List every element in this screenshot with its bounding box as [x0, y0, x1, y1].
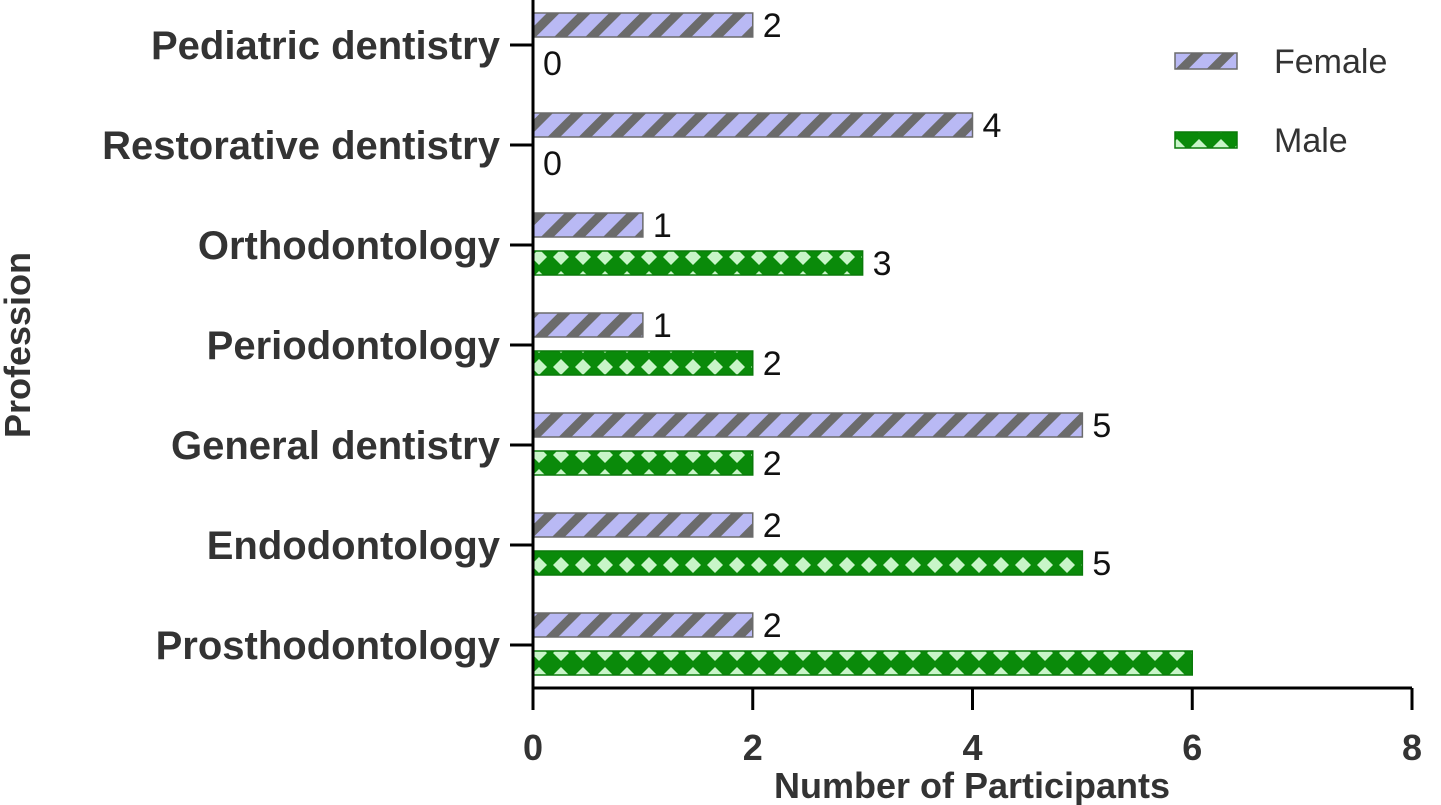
bar-male-4	[532, 350, 754, 376]
bar-male-3	[532, 250, 864, 276]
data-label-male-2: 0	[543, 145, 562, 183]
data-label-female-3: 1	[653, 207, 672, 245]
bar-female-2	[532, 112, 974, 138]
x-tick-label-6: 6	[1182, 727, 1202, 768]
y-axis-title: Profession	[0, 252, 38, 438]
bar-female-1	[532, 12, 754, 38]
category-label-4: Periodontology	[207, 324, 501, 368]
bar-male-6	[532, 550, 1084, 576]
bar-male-5	[532, 450, 754, 476]
x-axis-title: Number of Participants	[774, 765, 1170, 805]
category-label-7: Prosthodontology	[156, 624, 501, 668]
data-label-female-2: 4	[983, 107, 1002, 145]
data-label-female-6: 2	[763, 507, 782, 545]
category-label-5: General dentistry	[171, 424, 501, 468]
data-label-female-1: 2	[763, 7, 782, 45]
legend-swatch-female	[1174, 52, 1238, 70]
data-label-male-3: 3	[873, 245, 892, 283]
legend-swatch-male	[1174, 131, 1238, 149]
category-label-1: Pediatric dentistry	[151, 24, 501, 68]
data-label-male-5: 2	[763, 445, 782, 483]
x-tick-label-4: 4	[962, 727, 982, 768]
category-label-3: Orthodontology	[198, 224, 501, 268]
legend-label-male: Male	[1274, 122, 1348, 160]
bar-female-7	[532, 612, 754, 638]
bar-female-5	[532, 412, 1084, 438]
labels-layer: 2 0 Pediatric dentistry 4 0 Restorative denti…	[0, 7, 1422, 805]
data-label-male-1: 0	[543, 45, 562, 83]
legend-label-female: Female	[1274, 43, 1387, 81]
bars-layer	[532, 12, 1193, 676]
data-label-male-4: 2	[763, 345, 782, 383]
category-label-6: Endodontology	[207, 524, 501, 568]
x-tick-label-8: 8	[1402, 727, 1422, 768]
legend: Female Male	[1174, 43, 1387, 160]
data-label-female-5: 5	[1092, 407, 1111, 445]
data-label-female-4: 1	[653, 307, 672, 345]
x-tick-label-0: 0	[523, 727, 543, 768]
data-label-male-6: 5	[1092, 545, 1111, 583]
bar-male-7	[532, 650, 1193, 676]
data-label-female-7: 2	[763, 607, 782, 645]
x-tick-label-2: 2	[743, 727, 763, 768]
axes-layer	[510, 0, 1414, 710]
bar-female-4	[532, 312, 644, 338]
category-label-2: Restorative dentistry	[102, 124, 501, 168]
bar-female-6	[532, 512, 754, 538]
bar-female-3	[532, 212, 644, 238]
